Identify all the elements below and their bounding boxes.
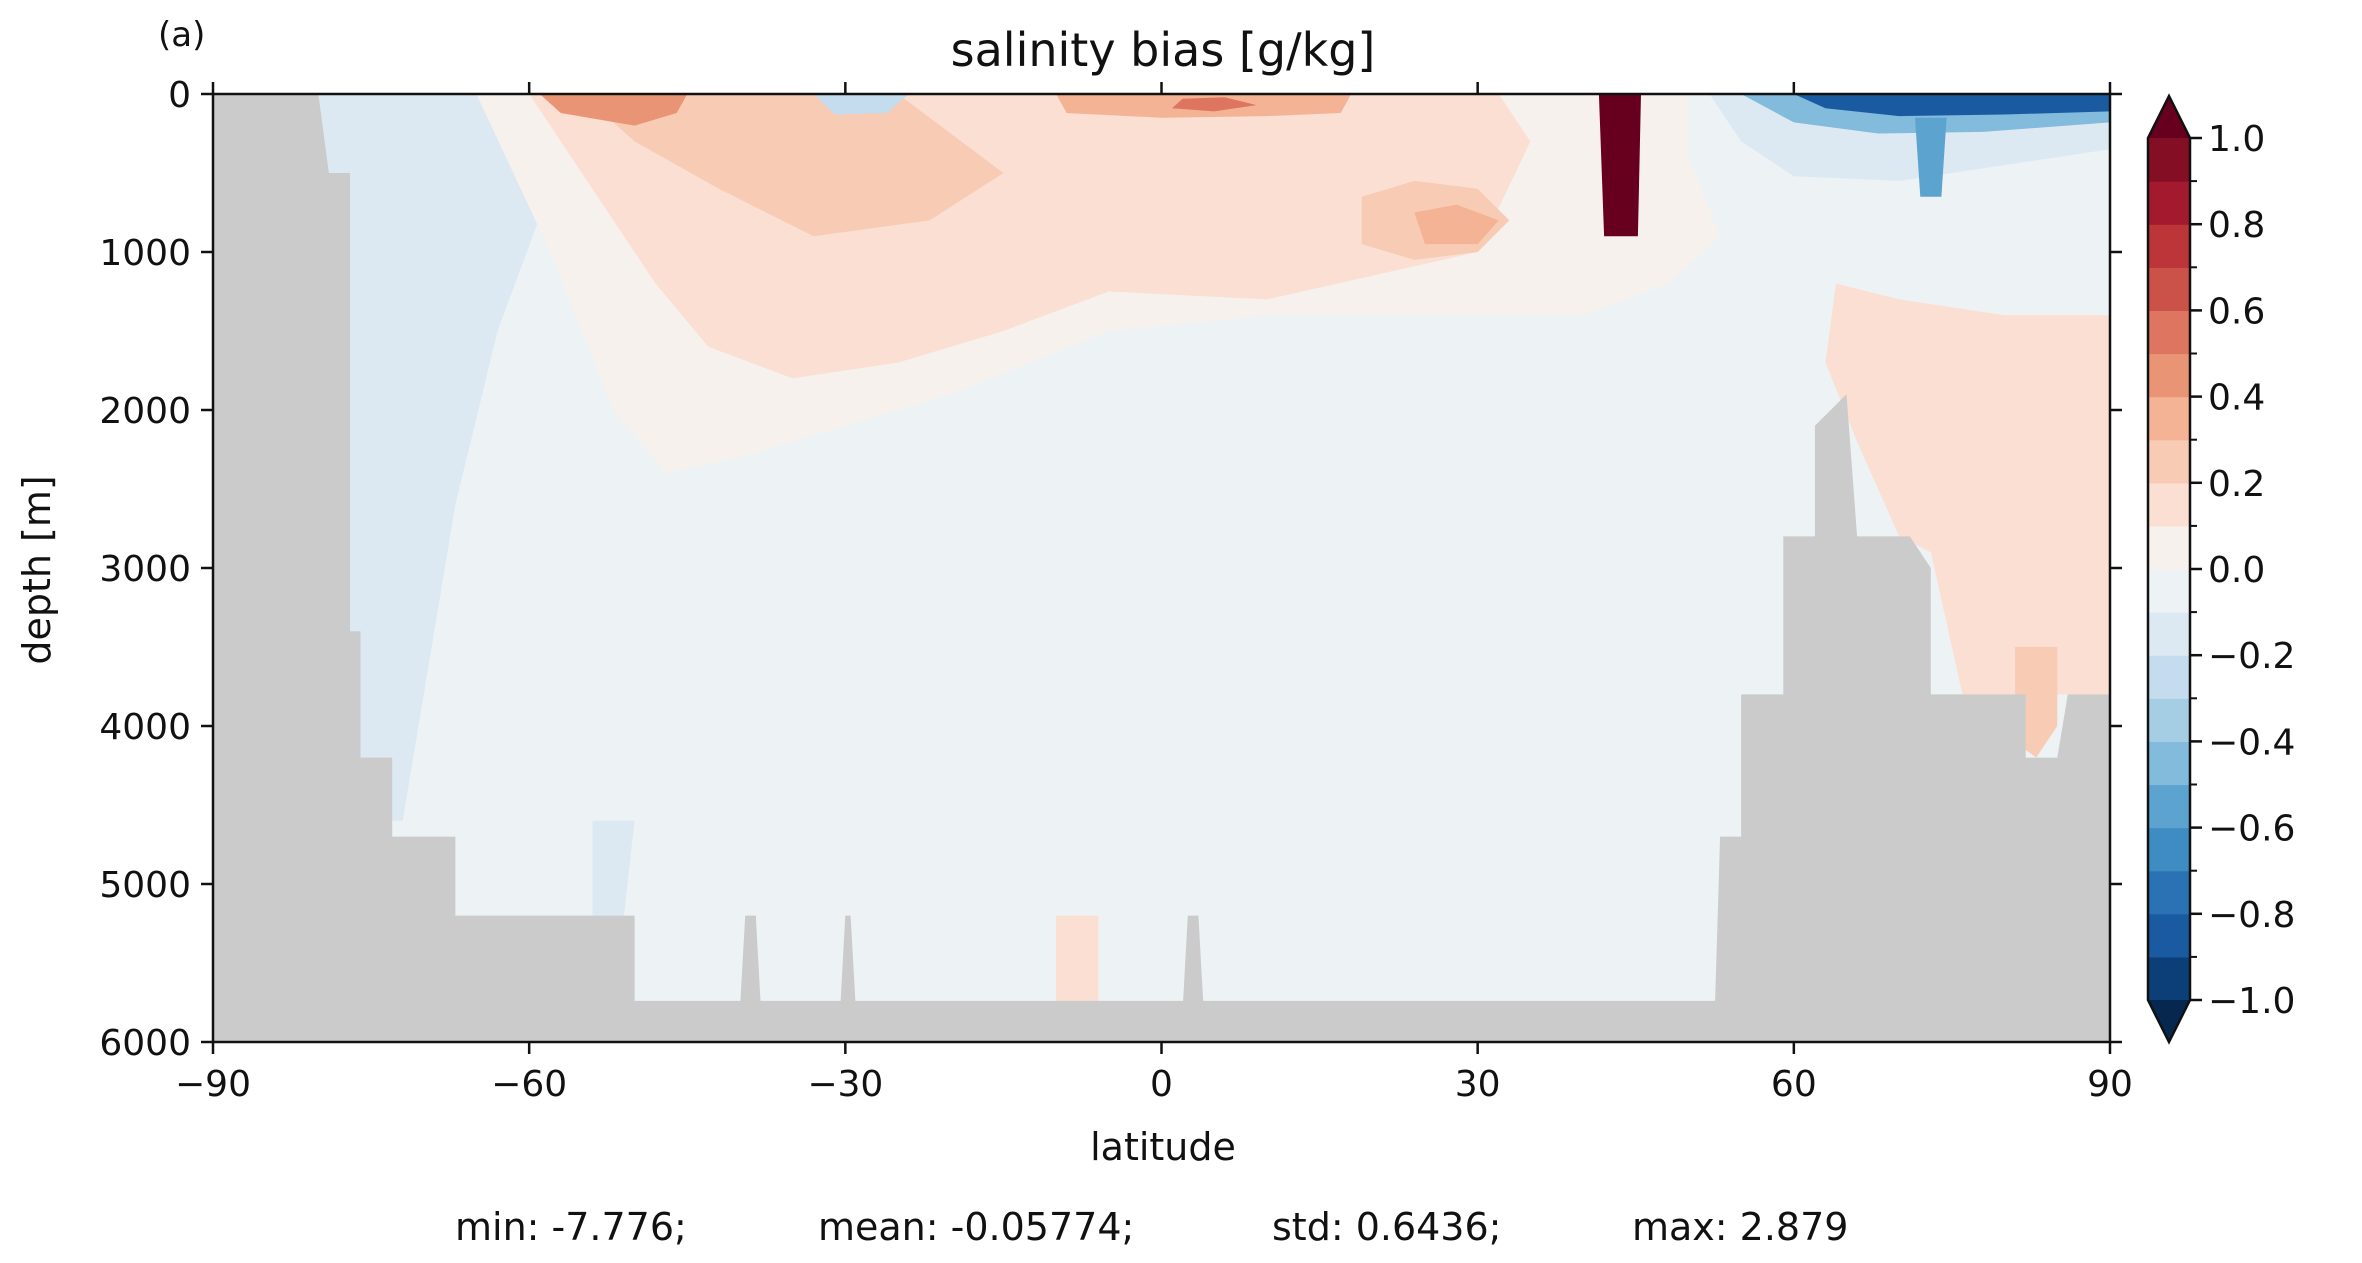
x-axis-label: latitude: [1090, 1125, 1236, 1169]
colorbar-tick-label: 0.0: [2208, 550, 2265, 591]
colorbar-segment: [2148, 224, 2190, 268]
colorbar-segment: [2148, 482, 2190, 527]
bias-region-equatorial-deep-salty: [1056, 915, 1099, 1011]
chart-title: salinity bias [g/kg]: [951, 23, 1376, 77]
colorbar-segment: [2148, 181, 2190, 225]
colorbar-extend-min: [2148, 1000, 2190, 1042]
stats-mean: mean: -0.05774;: [818, 1205, 1134, 1249]
land-ridge-2: [840, 915, 856, 1011]
colorbar-tick-label: −1.0: [2208, 981, 2295, 1022]
y-tick-label: 6000: [99, 1023, 191, 1064]
colorbar-extend-max: [2148, 96, 2190, 138]
stats-std: std: 0.6436;: [1272, 1205, 1501, 1249]
colorbar-tick-label: 0.6: [2208, 291, 2265, 332]
bias-region-antarctic-fresh-column: [318, 94, 572, 821]
land-arctic-ridges: [1714, 394, 2110, 1011]
land-mask: [213, 94, 2110, 1042]
colorbar: 1.0 0.8 0.6 0.4 0.2 0.0 −0.2 −0.4 −0.6 −0.8 −1.0: [2146, 93, 2295, 1045]
y-axis-label: depth [m]: [15, 475, 59, 664]
colorbar-segment: [2148, 698, 2190, 742]
bias-region-arctic-fresh-strong: [1793, 94, 2110, 117]
bias-region-arctic-deep-salty: [1825, 283, 2110, 695]
colorbar-segment: [2148, 439, 2190, 484]
y-tick-label: 4000: [99, 707, 191, 748]
bias-region-atlantic-salty-core: [1414, 204, 1499, 245]
colorbar-tick-label: 0.2: [2208, 464, 2265, 505]
bias-region-arctic-fresh-plume: [1915, 117, 1947, 197]
y-tick-label: 1000: [99, 233, 191, 274]
colorbar-segment: [2148, 569, 2190, 613]
x-tick-label: 90: [2087, 1064, 2133, 1105]
x-tick-label: −60: [491, 1064, 567, 1105]
bias-regions: [318, 94, 2110, 1011]
colorbar-segment: [2148, 396, 2190, 441]
colorbar-segment: [2148, 827, 2190, 872]
colorbar-segment: [2148, 353, 2190, 398]
colorbar-segment: [2148, 956, 2190, 1001]
land-antarctica: [213, 94, 635, 1011]
colorbar-tick-label: −0.8: [2208, 895, 2295, 936]
colorbar-segment: [2148, 784, 2190, 829]
y-tick-label: 0: [168, 75, 191, 116]
colorbar-tick-label: 0.8: [2208, 205, 2265, 246]
x-axis: −90 −60 −30 0 30 60 90: [175, 82, 2133, 1105]
y-tick-label: 3000: [99, 549, 191, 590]
bias-region-south-surface-salty: [539, 94, 688, 126]
colorbar-segment: [2148, 655, 2190, 699]
stats-min: min: -7.776;: [455, 1205, 687, 1249]
stats-max: max: 2.879: [1632, 1205, 1848, 1249]
land-ridge-3: [1182, 915, 1204, 1011]
colorbar-tick-label: 0.4: [2208, 378, 2265, 419]
colorbar-segment: [2148, 267, 2190, 311]
y-axis: 0 1000 2000 3000 4000 5000 6000: [99, 75, 2122, 1064]
x-tick-label: 30: [1455, 1064, 1501, 1105]
panel-label: (a): [158, 15, 205, 55]
land-ridge-1: [739, 915, 761, 1011]
y-tick-label: 5000: [99, 865, 191, 906]
bias-region-south-fresh-patch-1: [813, 94, 909, 115]
x-tick-label: 60: [1771, 1064, 1817, 1105]
colorbar-segment: [2148, 612, 2190, 656]
x-tick-label: −90: [175, 1064, 251, 1105]
x-tick-label: −30: [807, 1064, 883, 1105]
plot-area: [213, 94, 2110, 1042]
colorbar-segment: [2148, 310, 2190, 355]
colorbar-tick-label: −0.6: [2208, 809, 2295, 850]
colorbar-tick-label: −0.2: [2208, 636, 2295, 677]
x-tick-label: 0: [1150, 1064, 1173, 1105]
colorbar-tick-label: −0.4: [2208, 722, 2295, 763]
land-seafloor: [213, 1000, 2110, 1042]
bias-region-north-surface-salty-core: [1172, 97, 1257, 112]
bias-region-south-fresh-patch-2: [592, 820, 635, 916]
colorbar-segment: [2148, 870, 2190, 915]
bias-region-shallow-salty-core: [581, 94, 1004, 237]
y-tick-label: 2000: [99, 391, 191, 432]
stats-line: min: -7.776; mean: -0.05774; std: 0.6436…: [455, 1205, 1848, 1249]
bias-region-mediterranean-outflow: [1598, 94, 1641, 237]
colorbar-tick-label: 1.0: [2208, 119, 2265, 160]
colorbar-segment: [2148, 138, 2190, 182]
colorbar-segment: [2148, 525, 2190, 570]
colorbar-segment: [2148, 741, 2190, 786]
colorbar-segment: [2148, 913, 2190, 958]
